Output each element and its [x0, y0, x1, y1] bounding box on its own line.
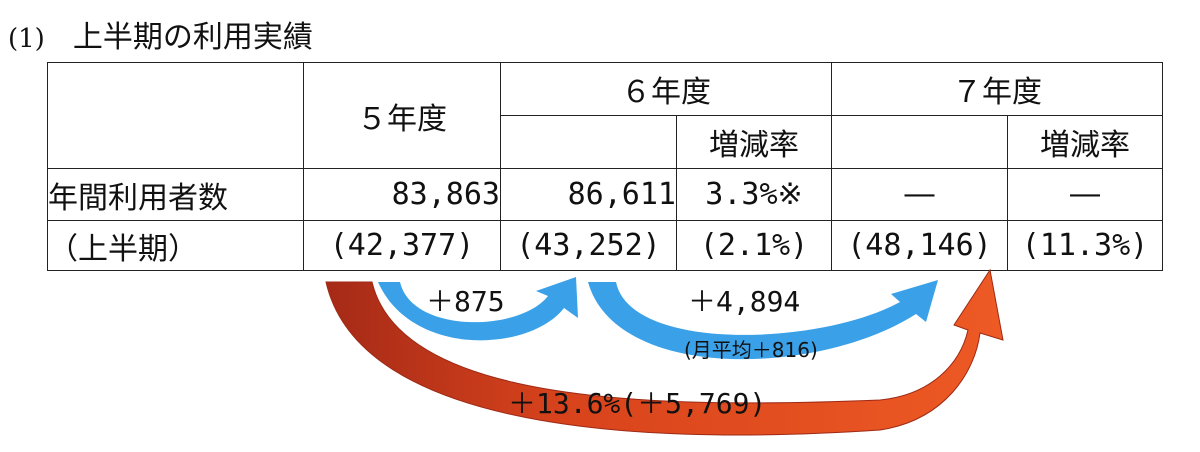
header-fy6: ６年度: [500, 62, 832, 116]
half-fy7-rate: (11.3%): [1007, 220, 1163, 271]
label-fy6-fy7-change: ＋4,894: [688, 285, 801, 318]
header-fy6-rate: 増減率: [676, 115, 832, 169]
section-heading: (1) 上半期の利用実績: [8, 12, 313, 56]
label-fy5-fy7-change: ＋13.6%(＋5,769): [508, 387, 767, 420]
usage-table: ５年度 ６年度 ７年度 増減率 増減率 年間利用者数 83,863 86,611…: [47, 62, 1163, 271]
header-fy7-rate: 増減率: [1007, 115, 1163, 169]
annual-fy6-rate-text: 3.3%※: [705, 177, 803, 212]
header-fy7: ７年度: [831, 62, 1163, 116]
table-row-annual: 年間利用者数 83,863 86,611 3.3%※ ― ―: [47, 168, 1163, 221]
blue-arrow-fy6-fy7: [588, 280, 938, 360]
label-monthly-average: (月平均＋816): [684, 338, 818, 362]
section-number: (1): [8, 24, 45, 54]
half-fy5: (42,377): [303, 220, 501, 271]
half-label: （上半期）: [47, 220, 304, 271]
annual-fy7-rate: ―: [1007, 168, 1163, 221]
annual-fy7: ―: [831, 168, 1008, 221]
table-row-half: （上半期） (42,377) (43,252) (2.1%) (48,146) …: [47, 220, 1163, 271]
label-fy5-fy6-change: ＋875: [426, 285, 505, 318]
annual-label: 年間利用者数: [47, 168, 304, 221]
annual-fy6-rate: 3.3%※: [676, 168, 832, 221]
annual-fy6: 86,611: [500, 168, 677, 221]
half-fy7: (48,146): [831, 220, 1008, 271]
header-fy6-blank: [500, 115, 677, 169]
half-fy6: (43,252): [500, 220, 677, 271]
half-fy6-rate: (2.1%): [676, 220, 832, 271]
orange-arrow: [325, 268, 1004, 436]
blank-header-cell: [47, 62, 304, 169]
annual-fy5: 83,863: [303, 168, 501, 221]
blue-arrow-fy5-fy6: [378, 277, 578, 341]
section-title: 上半期の利用実績: [72, 20, 313, 55]
